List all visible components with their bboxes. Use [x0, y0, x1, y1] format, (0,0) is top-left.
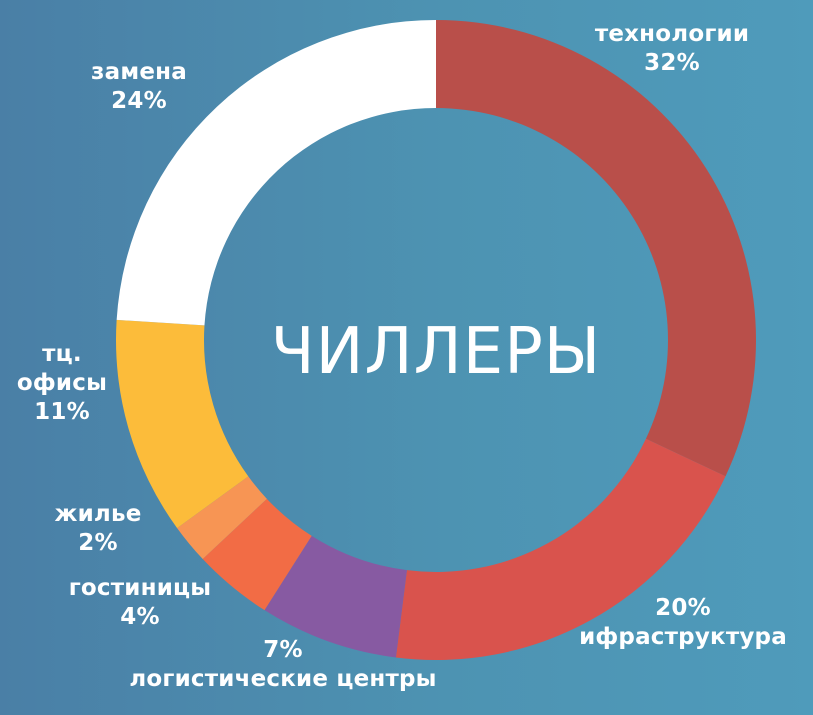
label-hotels-name: гостиницы: [68, 575, 212, 601]
label-technologies: технологии 32%: [595, 20, 749, 78]
slice-2: [264, 535, 407, 658]
label-housing-name: жилье: [54, 501, 142, 527]
label-logistics-value: 7%: [263, 637, 303, 663]
label-technologies-value: 32%: [644, 50, 700, 76]
label-offices: тц. офисы 11%: [7, 340, 117, 427]
label-hotels-value: 4%: [120, 604, 160, 630]
label-infrastructure-name: ифраструктура: [579, 624, 787, 650]
center-title: ЧИЛЛЕРЫ: [270, 315, 602, 389]
label-hotels: гостиницы 4%: [69, 574, 212, 632]
label-offices-value: 11%: [34, 399, 90, 425]
label-logistics: 7% логистические центры: [129, 636, 436, 694]
slice-3: [202, 498, 312, 611]
label-replacement-value: 24%: [111, 88, 167, 114]
slice-6: [116, 20, 437, 326]
slice-0: [436, 20, 756, 477]
slice-4: [177, 476, 267, 560]
label-housing: жилье 2%: [55, 500, 142, 558]
label-infrastructure: 20% ифраструктура: [579, 594, 787, 652]
slice-1: [395, 438, 726, 661]
label-replacement-name: замена: [91, 59, 187, 85]
label-housing-value: 2%: [78, 530, 118, 556]
label-offices-name: тц. офисы: [16, 341, 108, 396]
label-technologies-name: технологии: [594, 21, 750, 47]
slice-5: [116, 319, 249, 529]
label-logistics-name: логистические центры: [129, 666, 437, 692]
label-infrastructure-value: 20%: [655, 595, 711, 621]
label-replacement: замена 24%: [91, 58, 187, 116]
